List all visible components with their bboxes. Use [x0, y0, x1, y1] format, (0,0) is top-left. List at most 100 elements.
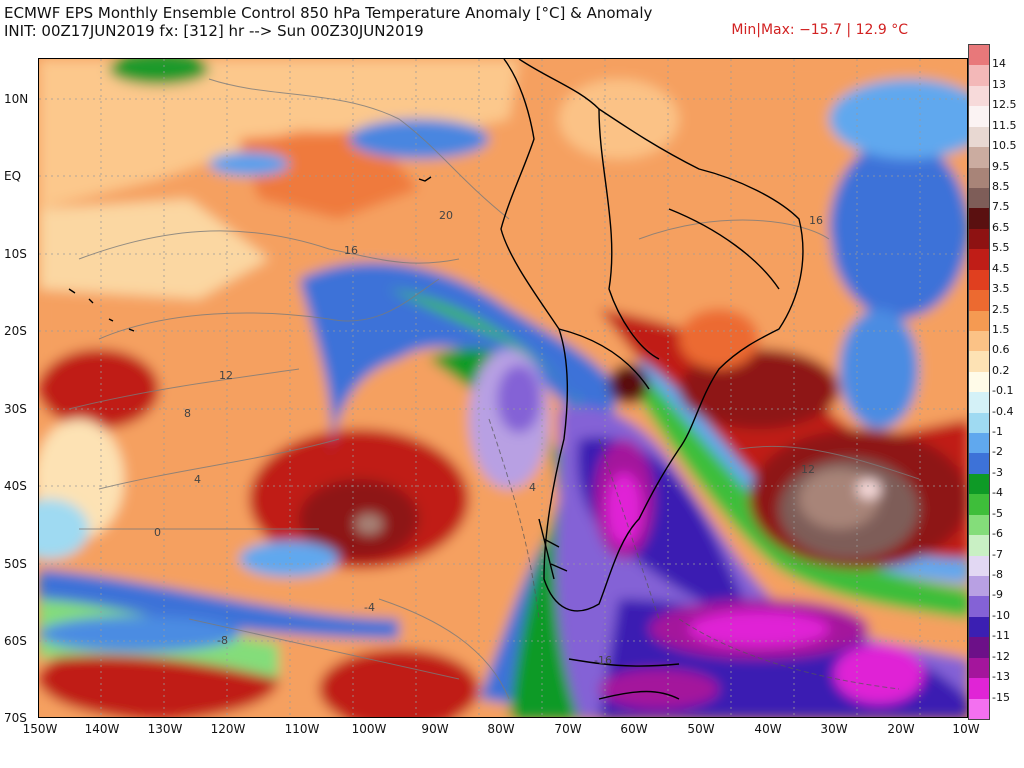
init-forecast-line: INIT: 00Z17JUN2019 fx: [312] hr --> Sun … — [4, 22, 424, 40]
colorbar-swatch — [969, 433, 989, 454]
min-max-readout: Min|Max: −15.7 | 12.9 °C — [731, 22, 908, 38]
colorbar-label: -0.1 — [992, 384, 1014, 398]
colorbar-swatch — [969, 147, 989, 169]
colorbar-label: -2 — [992, 445, 1003, 459]
colorbar-label: 5.5 — [992, 241, 1010, 255]
colorbar-label: -11 — [992, 629, 1010, 643]
colorbar — [968, 44, 990, 720]
lat-label: 20S — [4, 324, 27, 338]
colorbar-swatch — [969, 228, 989, 250]
colorbar-label: -3 — [992, 465, 1003, 479]
contour-label: 12 — [219, 369, 233, 382]
contour-value-labels: 20 16 12 8 4 0 -4 -8 -16 16 12 4 — [154, 209, 823, 667]
colorbar-swatch — [969, 65, 989, 87]
lon-label: 70W — [554, 722, 582, 736]
lon-label: 110W — [284, 722, 320, 736]
colorbar-swatch — [969, 45, 989, 66]
colorbar-label: -0.4 — [992, 404, 1014, 418]
colorbar-swatch — [969, 535, 989, 557]
lon-label: 50W — [687, 722, 715, 736]
lat-label: 50S — [4, 557, 27, 571]
colorbar-swatch — [969, 310, 989, 332]
colorbar-label: 2.5 — [992, 302, 1010, 316]
colorbar-swatch — [969, 678, 989, 700]
colorbar-swatch — [969, 412, 989, 434]
colorbar-swatch — [969, 494, 989, 516]
lat-label: 30S — [4, 402, 27, 416]
colorbar-swatch — [969, 616, 989, 638]
colorbar-swatch — [969, 269, 989, 291]
colorbar-swatch — [969, 85, 989, 107]
colorbar-swatch — [969, 514, 989, 536]
contour-label: 12 — [801, 463, 815, 476]
colorbar-label: 12.5 — [992, 98, 1017, 112]
colorbar-label: -6 — [992, 527, 1003, 541]
lon-label: 30W — [820, 722, 848, 736]
colorbar-swatch — [969, 351, 989, 373]
lat-label: 10N — [4, 92, 29, 106]
colorbar-label: -1 — [992, 425, 1003, 439]
colorbar-label: -10 — [992, 608, 1010, 622]
lon-label: 40W — [754, 722, 782, 736]
lon-label: 80W — [487, 722, 515, 736]
contour-label: 4 — [529, 481, 536, 494]
colorbar-label: -9 — [992, 588, 1003, 602]
colorbar-label: 14 — [992, 57, 1006, 71]
colorbar-label: 9.5 — [992, 159, 1010, 173]
colorbar-label: -8 — [992, 568, 1003, 582]
anomaly-map: 20 16 12 8 4 0 -4 -8 -16 16 12 4 — [38, 58, 968, 718]
colorbar-label: -5 — [992, 506, 1003, 520]
lon-label: 150W — [22, 722, 58, 736]
colorbar-swatch — [969, 330, 989, 352]
lat-label: EQ — [4, 169, 22, 183]
contour-label: -16 — [594, 654, 612, 667]
colorbar-label: 6.5 — [992, 220, 1010, 234]
colorbar-label: 1.5 — [992, 322, 1010, 336]
colorbar-swatch — [969, 290, 989, 311]
colorbar-label: 11.5 — [992, 118, 1017, 132]
colorbar-label: -12 — [992, 649, 1010, 663]
map-title: ECMWF EPS Monthly Ensemble Control 850 h… — [4, 4, 653, 22]
colorbar-swatch — [969, 208, 989, 230]
colorbar-swatch — [969, 453, 989, 475]
lon-label: 90W — [421, 722, 449, 736]
anomaly-shading — [39, 59, 967, 717]
lon-label: 120W — [210, 722, 246, 736]
lon-label: 130W — [147, 722, 183, 736]
colorbar-swatch — [969, 249, 989, 271]
lon-label: 20W — [887, 722, 915, 736]
colorbar-swatch — [969, 657, 989, 679]
lon-label: 140W — [84, 722, 120, 736]
colorbar-label: 7.5 — [992, 200, 1010, 214]
lon-label: 60W — [620, 722, 648, 736]
contour-label: -8 — [217, 634, 228, 647]
colorbar-swatch — [969, 555, 989, 577]
contour-label: -4 — [364, 601, 375, 614]
colorbar-swatch — [969, 576, 989, 597]
lon-label: 100W — [351, 722, 387, 736]
colorbar-swatch — [969, 167, 989, 189]
colorbar-swatch — [969, 596, 989, 618]
colorbar-swatch — [969, 371, 989, 393]
lat-label: 70S — [4, 711, 27, 725]
contour-label: 16 — [344, 244, 358, 257]
contour-label: 16 — [809, 214, 823, 227]
contour-label: 4 — [194, 473, 201, 486]
lat-label: 40S — [4, 479, 27, 493]
colorbar-label: -4 — [992, 486, 1003, 500]
contour-label: 20 — [439, 209, 453, 222]
colorbar-label: -7 — [992, 547, 1003, 561]
lon-label: 10W — [952, 722, 980, 736]
colorbar-swatch — [969, 392, 989, 414]
contour-label: 0 — [154, 526, 161, 539]
colorbar-swatch — [969, 698, 989, 720]
colorbar-label: 3.5 — [992, 282, 1010, 296]
colorbar-label: 4.5 — [992, 261, 1010, 275]
colorbar-swatch — [969, 637, 989, 659]
colorbar-swatch — [969, 106, 989, 128]
coastlines — [68, 59, 804, 700]
isotherms — [68, 78, 920, 700]
colorbar-label: 0.2 — [992, 363, 1010, 377]
colorbar-swatch — [969, 473, 989, 495]
contour-label: 8 — [184, 407, 191, 420]
